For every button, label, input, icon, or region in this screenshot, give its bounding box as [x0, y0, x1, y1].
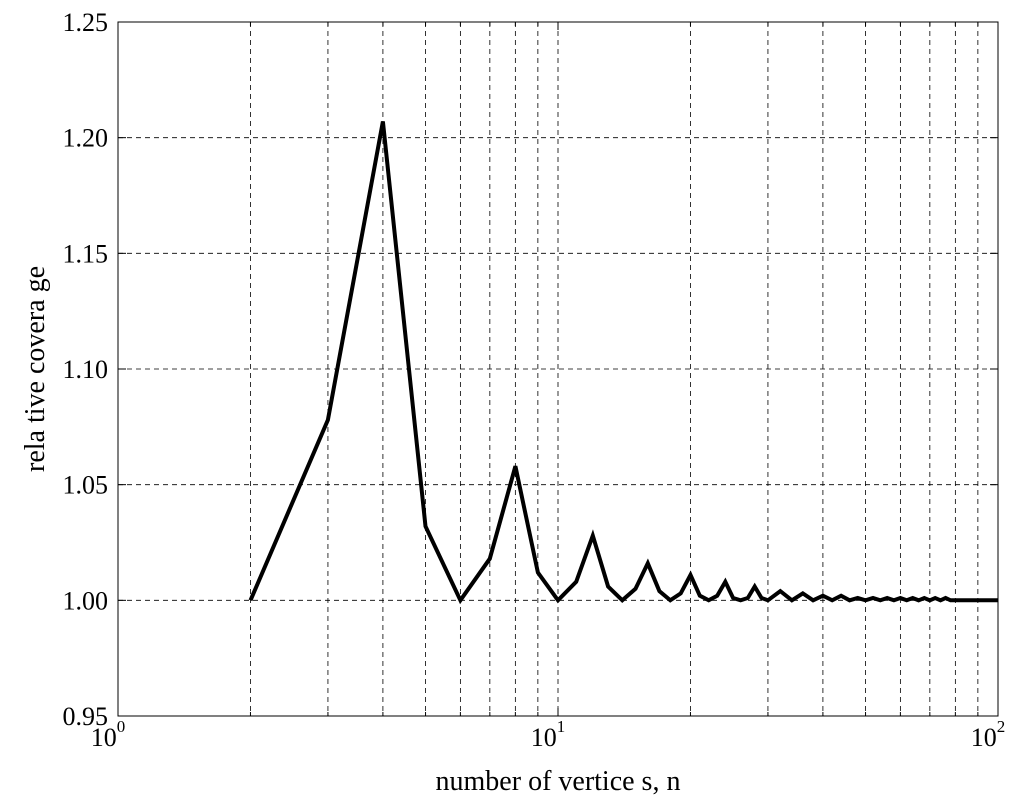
x-tick-label: 100 — [91, 717, 126, 752]
y-tick-label: 1.00 — [63, 586, 109, 615]
y-tick-label: 0.95 — [63, 702, 109, 731]
series-layer — [248, 121, 998, 605]
y-tick-label: 1.15 — [63, 239, 109, 268]
y-tick-label: 1.20 — [63, 124, 109, 153]
x-tick-label: 101 — [531, 717, 566, 752]
y-tick-label: 1.05 — [63, 471, 109, 500]
x-axis-label: number of vertice s, n — [436, 766, 681, 797]
tick-marks — [117, 21, 999, 717]
y-tick-label: 1.25 — [63, 8, 109, 37]
x-tick-label: 102 — [971, 717, 1006, 752]
series-line — [248, 121, 998, 605]
y-axis-label: rela tive covera ge — [20, 266, 51, 472]
tick-labels: 100 101 102 0.95 1.00 1.05 1.10 1.15 1.20 1.25 — [63, 8, 1006, 752]
y-tick-label: 1.10 — [63, 355, 109, 384]
